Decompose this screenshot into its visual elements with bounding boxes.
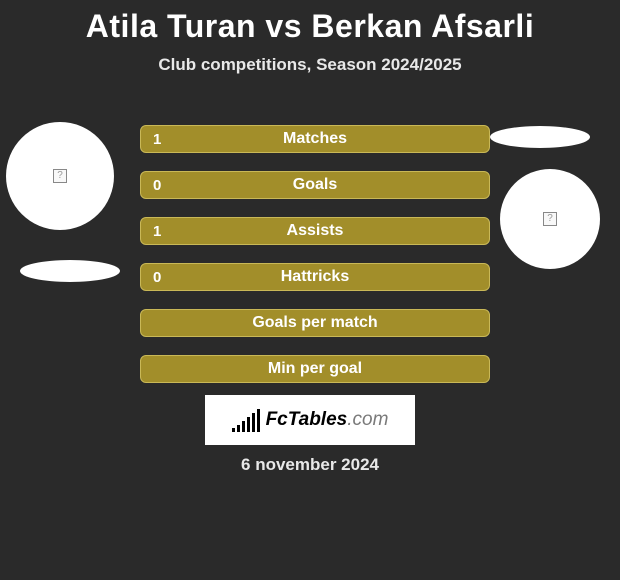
logo-bars-icon [232,409,260,432]
logo-light: .com [347,409,388,430]
logo-text: FcTables.com [266,409,389,431]
stat-label: Hattricks [141,264,489,290]
page-title: Atila Turan vs Berkan Afsarli [0,0,620,45]
page-subtitle: Club competitions, Season 2024/2025 [0,55,620,75]
comparison-card: Atila Turan vs Berkan Afsarli Club compe… [0,0,620,580]
date-label: 6 november 2024 [0,455,620,475]
stat-bar: 1Matches [140,125,490,153]
placeholder-icon: ? [543,212,557,226]
stat-bar: Goals per match [140,309,490,337]
stat-bar: 1Assists [140,217,490,245]
stat-label: Assists [141,218,489,244]
stat-bar: Min per goal [140,355,490,383]
stat-bar: 0Hattricks [140,263,490,291]
player-right-avatar: ? [500,169,600,269]
stat-label: Matches [141,126,489,152]
stat-label: Goals per match [141,310,489,336]
shadow-ellipse [20,260,120,282]
stat-bars: 1Matches 0Goals 1Assists 0Hattricks Goals pe… [140,125,490,401]
stat-label: Min per goal [141,356,489,382]
stat-label: Goals [141,172,489,198]
logo-bold: FcTables [266,409,348,430]
shadow-ellipse [490,126,590,148]
placeholder-icon: ? [53,169,67,183]
stat-bar: 0Goals [140,171,490,199]
player-left-avatar: ? [6,122,114,230]
fctables-logo: FcTables.com [205,395,415,445]
